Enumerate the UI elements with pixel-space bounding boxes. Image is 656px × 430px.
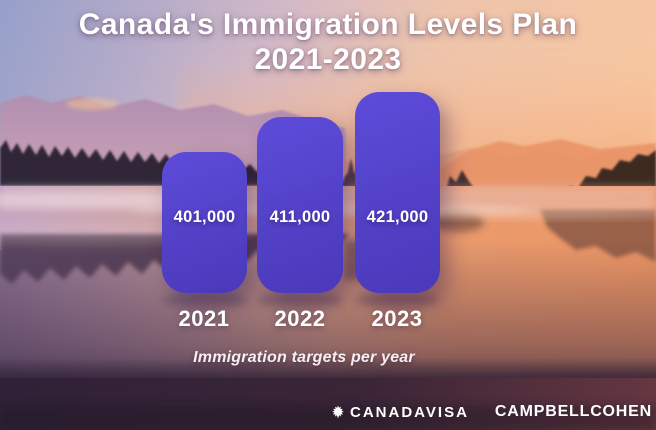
bar-2021: 401,000 <box>162 152 247 293</box>
chart-caption: Immigration targets per year <box>193 349 415 366</box>
year-label-2023: 2023 <box>371 306 423 331</box>
canadavisa-label: CANADAVISA <box>350 403 469 421</box>
bar-2022: 411,000 <box>257 117 343 293</box>
canadavisa-brand: CANADAVISA <box>331 404 469 421</box>
year-label-2021: 2021 <box>178 306 230 331</box>
page-title: Canada's Immigration Levels Plan 2021-20… <box>0 7 656 77</box>
maple-leaf-icon <box>331 405 345 419</box>
bar-value-2022: 411,000 <box>269 208 331 226</box>
campbellcohen-label: CAMPBELLCOHEN <box>494 403 652 420</box>
title-line-1: Canada's Immigration Levels Plan <box>78 8 578 41</box>
bar-value-2023: 421,000 <box>366 208 429 226</box>
bar-value-2021: 401,000 <box>173 208 236 226</box>
title-line-2: 2021-2023 <box>254 43 402 76</box>
footer-brands: CANADAVISA CAMPBELLCOHEN <box>331 403 652 421</box>
bar-2023: 421,000 <box>355 92 440 293</box>
year-label-2022: 2022 <box>274 306 326 331</box>
